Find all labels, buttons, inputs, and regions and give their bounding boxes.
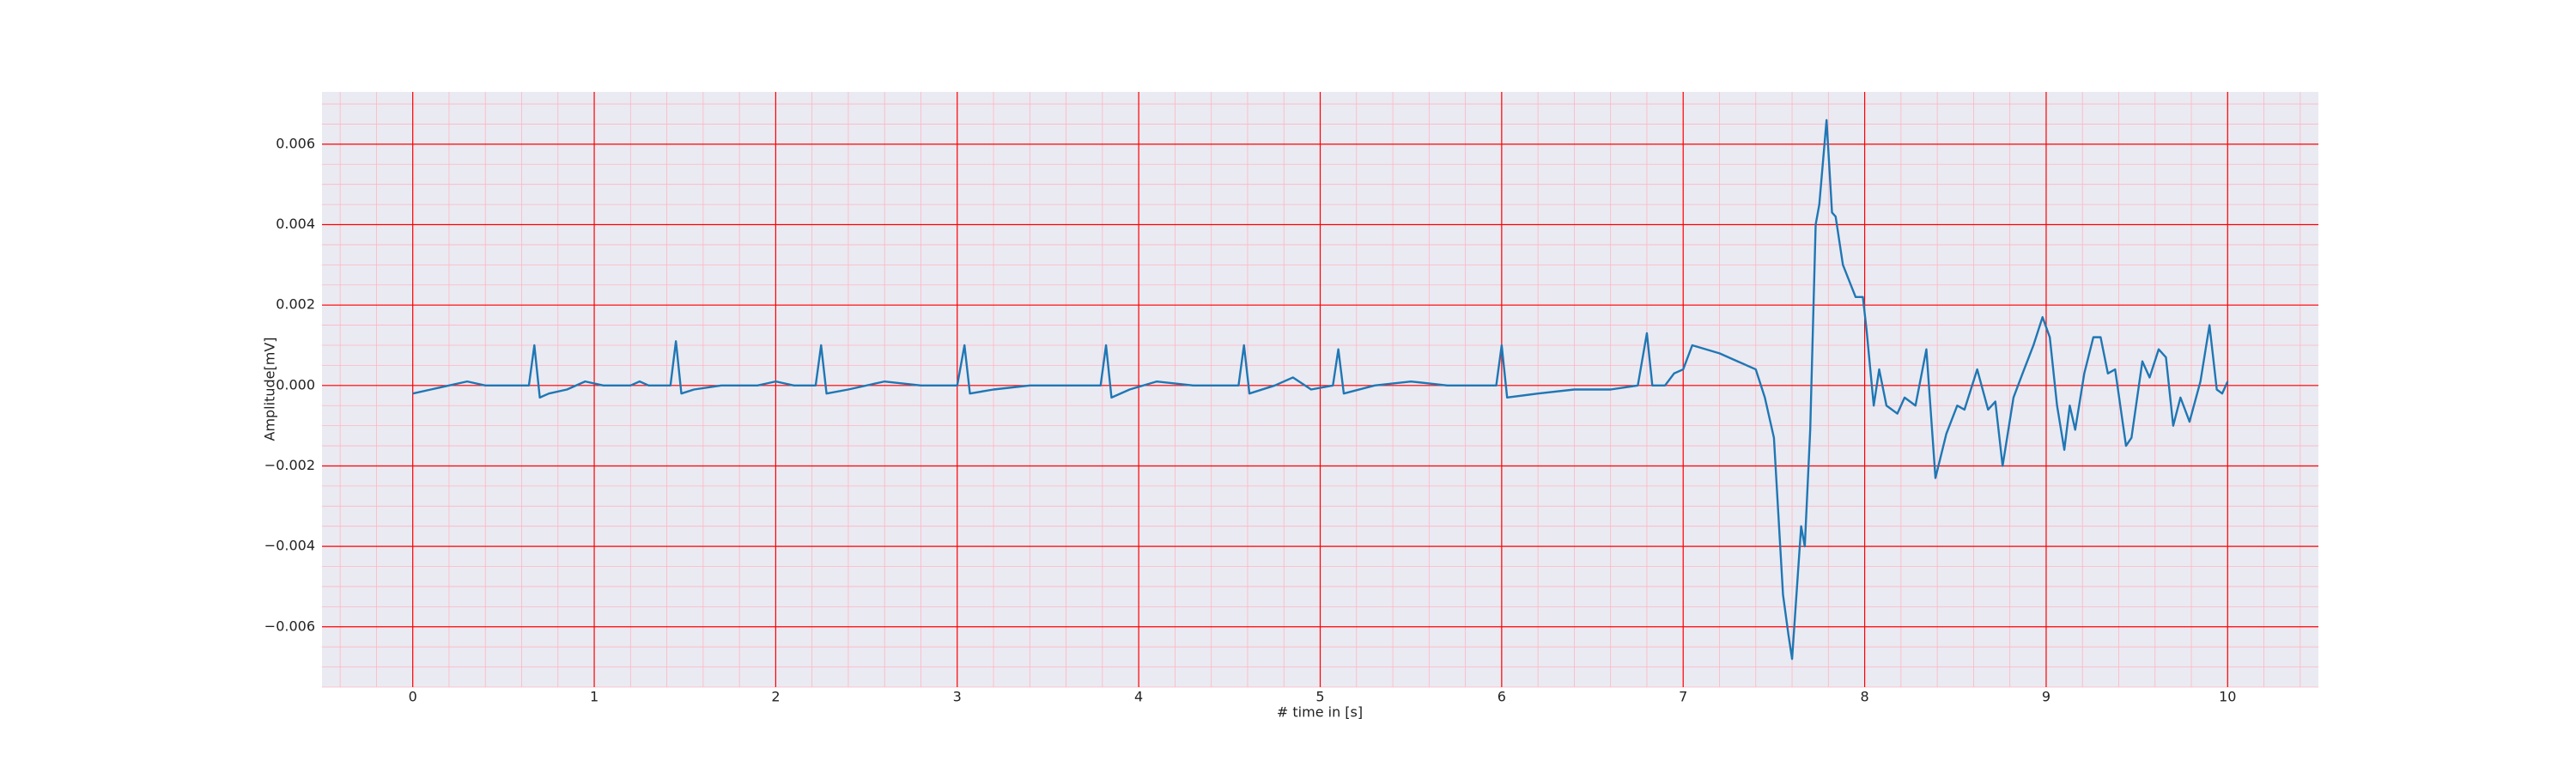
x-tick-label: 7: [1679, 689, 1687, 705]
x-tick-label: 1: [590, 689, 598, 705]
y-tick-label: 0.006: [276, 135, 315, 151]
x-tick-label: 2: [771, 689, 780, 705]
x-tick-label: 5: [1315, 689, 1324, 705]
x-tick-label: 3: [953, 689, 962, 705]
major-grid: [322, 92, 2318, 687]
x-tick-label: 8: [1860, 689, 1868, 705]
x-axis-label: # time in [s]: [1277, 704, 1363, 721]
y-tick-label: −0.004: [264, 538, 315, 554]
y-tick-label: 0.000: [276, 376, 315, 393]
x-tick-label: 0: [409, 689, 417, 705]
x-tick-label: 10: [2219, 689, 2236, 705]
y-tick-label: 0.002: [276, 296, 315, 313]
y-tick-label: −0.002: [264, 457, 315, 473]
y-axis-label: Amplitude[mV]: [262, 337, 278, 441]
x-tick-label: 6: [1498, 689, 1506, 705]
y-tick-label: 0.004: [276, 216, 315, 232]
x-tick-label: 9: [2042, 689, 2050, 705]
x-tick-label: 4: [1134, 689, 1143, 705]
signal-line: [412, 119, 2229, 660]
y-tick-label: −0.006: [264, 618, 315, 634]
